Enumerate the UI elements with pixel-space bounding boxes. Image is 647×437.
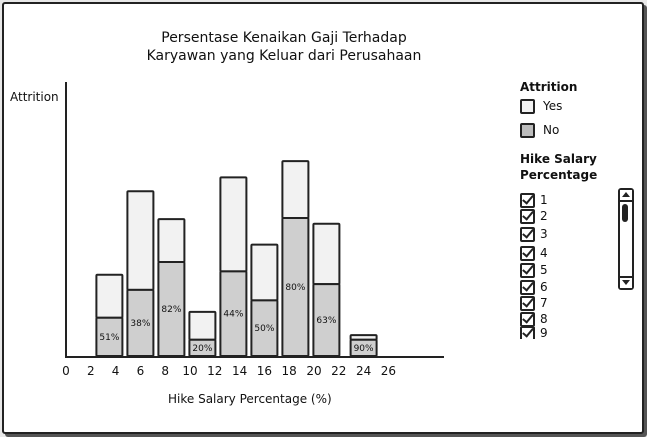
bar-segment-no: [157, 261, 186, 358]
bar-data-label: 80%: [285, 283, 305, 293]
bar-data-label: 90%: [354, 344, 374, 354]
bar-segment-no: [188, 338, 217, 358]
filter-label-1: 1: [540, 193, 548, 207]
legend-label-no: No: [543, 123, 560, 137]
filter-title-line-1: Hike Salary: [520, 152, 597, 166]
filter-label-8: 8: [540, 312, 548, 326]
bar-segment-yes: [219, 176, 248, 273]
bar-data-label: 82%: [161, 305, 181, 315]
scroll-thumb[interactable]: [622, 204, 628, 222]
legend-attrition-title: Attrition: [520, 80, 578, 94]
filter-checkbox-4[interactable]: 4: [520, 245, 548, 261]
filter-label-9: 9: [540, 327, 548, 339]
bar-segment-no: [219, 270, 248, 358]
chart-title-line-2: Karyawan yang Keluar dari Perusahaan: [146, 48, 422, 64]
x-tick-label: 14: [232, 364, 247, 378]
legend-swatch-no: [520, 122, 535, 138]
bar-segment-yes: [157, 218, 186, 264]
x-tick-label: 8: [161, 364, 169, 378]
checkbox-checked-icon: [520, 226, 535, 242]
x-axis-label: Hike Salary Percentage (%): [168, 392, 332, 406]
bar-segment-no: [349, 338, 378, 358]
bar-data-label: 20%: [192, 344, 212, 354]
x-tick-label: 4: [112, 364, 120, 378]
x-tick-label: 12: [207, 364, 222, 378]
filter-checkbox-1[interactable]: 1: [520, 192, 548, 208]
bar-data-label: 38%: [130, 319, 150, 329]
x-tick-label: 2: [87, 364, 95, 378]
checkbox-checked-icon: [520, 295, 535, 311]
filter-checkbox-6[interactable]: 6: [520, 279, 548, 295]
bar-segment-yes: [250, 243, 279, 302]
bar-segment-yes: [126, 190, 155, 291]
bar-data-label: 50%: [254, 324, 274, 334]
x-tick-label: 6: [137, 364, 145, 378]
checkbox-checked-icon: [520, 262, 535, 278]
bar-segment-no: [312, 283, 341, 357]
bar-segment-yes: [95, 273, 124, 319]
filter-checkbox-7[interactable]: 7: [520, 295, 548, 311]
filter-checkbox-2[interactable]: 2: [520, 208, 548, 224]
bar-chart: 0 2 4 6 8 10 12 14 16 18 20 22 24 2651%38%82%20%44%50…: [62, 82, 444, 378]
x-tick-label: 18: [282, 364, 297, 378]
scroll-down-arrow-icon[interactable]: [620, 276, 632, 288]
scroll-up-arrow-icon[interactable]: [620, 190, 632, 202]
legend-label-yes: Yes: [543, 99, 563, 113]
legend-item-no[interactable]: No: [520, 122, 559, 138]
checkbox-checked-icon: [520, 311, 535, 327]
bar-segment-no: [281, 216, 310, 357]
bar-segment-yes: [281, 160, 310, 219]
bar-segment-no: [250, 299, 279, 358]
checkbox-checked-icon: [520, 208, 535, 224]
x-tick-label: 20: [306, 364, 321, 378]
chart-title-line-1: Persentase Kenaikan Gaji Terhadap: [161, 30, 407, 46]
filter-label-7: 7: [540, 296, 548, 310]
bar-segment-yes: [188, 310, 217, 341]
bar-data-label: 51%: [99, 333, 119, 343]
checkbox-checked-icon: [520, 192, 535, 208]
y-axis-label: Attrition: [10, 90, 59, 104]
bar-data-label: 63%: [316, 316, 336, 326]
bar-segment-yes: [312, 222, 341, 286]
bar-segment-no: [95, 316, 124, 357]
filter-checkbox-8[interactable]: 8: [520, 311, 548, 327]
filter-title-line-2: Percentage: [520, 168, 598, 182]
filter-label-4: 4: [540, 246, 548, 260]
bar-segment-no: [126, 288, 155, 358]
filter-label-6: 6: [540, 280, 548, 294]
x-tick-label: 10: [182, 364, 197, 378]
checkbox-checked-icon: [520, 279, 535, 295]
filter-label-3: 3: [540, 227, 548, 241]
x-tick-label: 0: [62, 364, 70, 378]
filter-checkbox-9[interactable]: 9: [520, 327, 548, 339]
checkbox-checked-icon: [520, 327, 535, 339]
x-tick-label: 22: [331, 364, 346, 378]
filter-checkbox-3[interactable]: 3: [520, 226, 548, 242]
legend-swatch-yes: [520, 98, 535, 114]
filter-scrollbar[interactable]: [618, 188, 634, 290]
filter-checkbox-5[interactable]: 5: [520, 262, 548, 278]
x-tick-label: 24: [356, 364, 371, 378]
checkbox-checked-icon: [520, 245, 535, 261]
x-tick-label: 16: [257, 364, 272, 378]
filter-label-5: 5: [540, 263, 548, 277]
filter-label-2: 2: [540, 209, 548, 223]
x-tick-label: 26: [381, 364, 396, 378]
bar-data-label: 44%: [223, 310, 243, 320]
legend-item-yes[interactable]: Yes: [520, 98, 562, 114]
